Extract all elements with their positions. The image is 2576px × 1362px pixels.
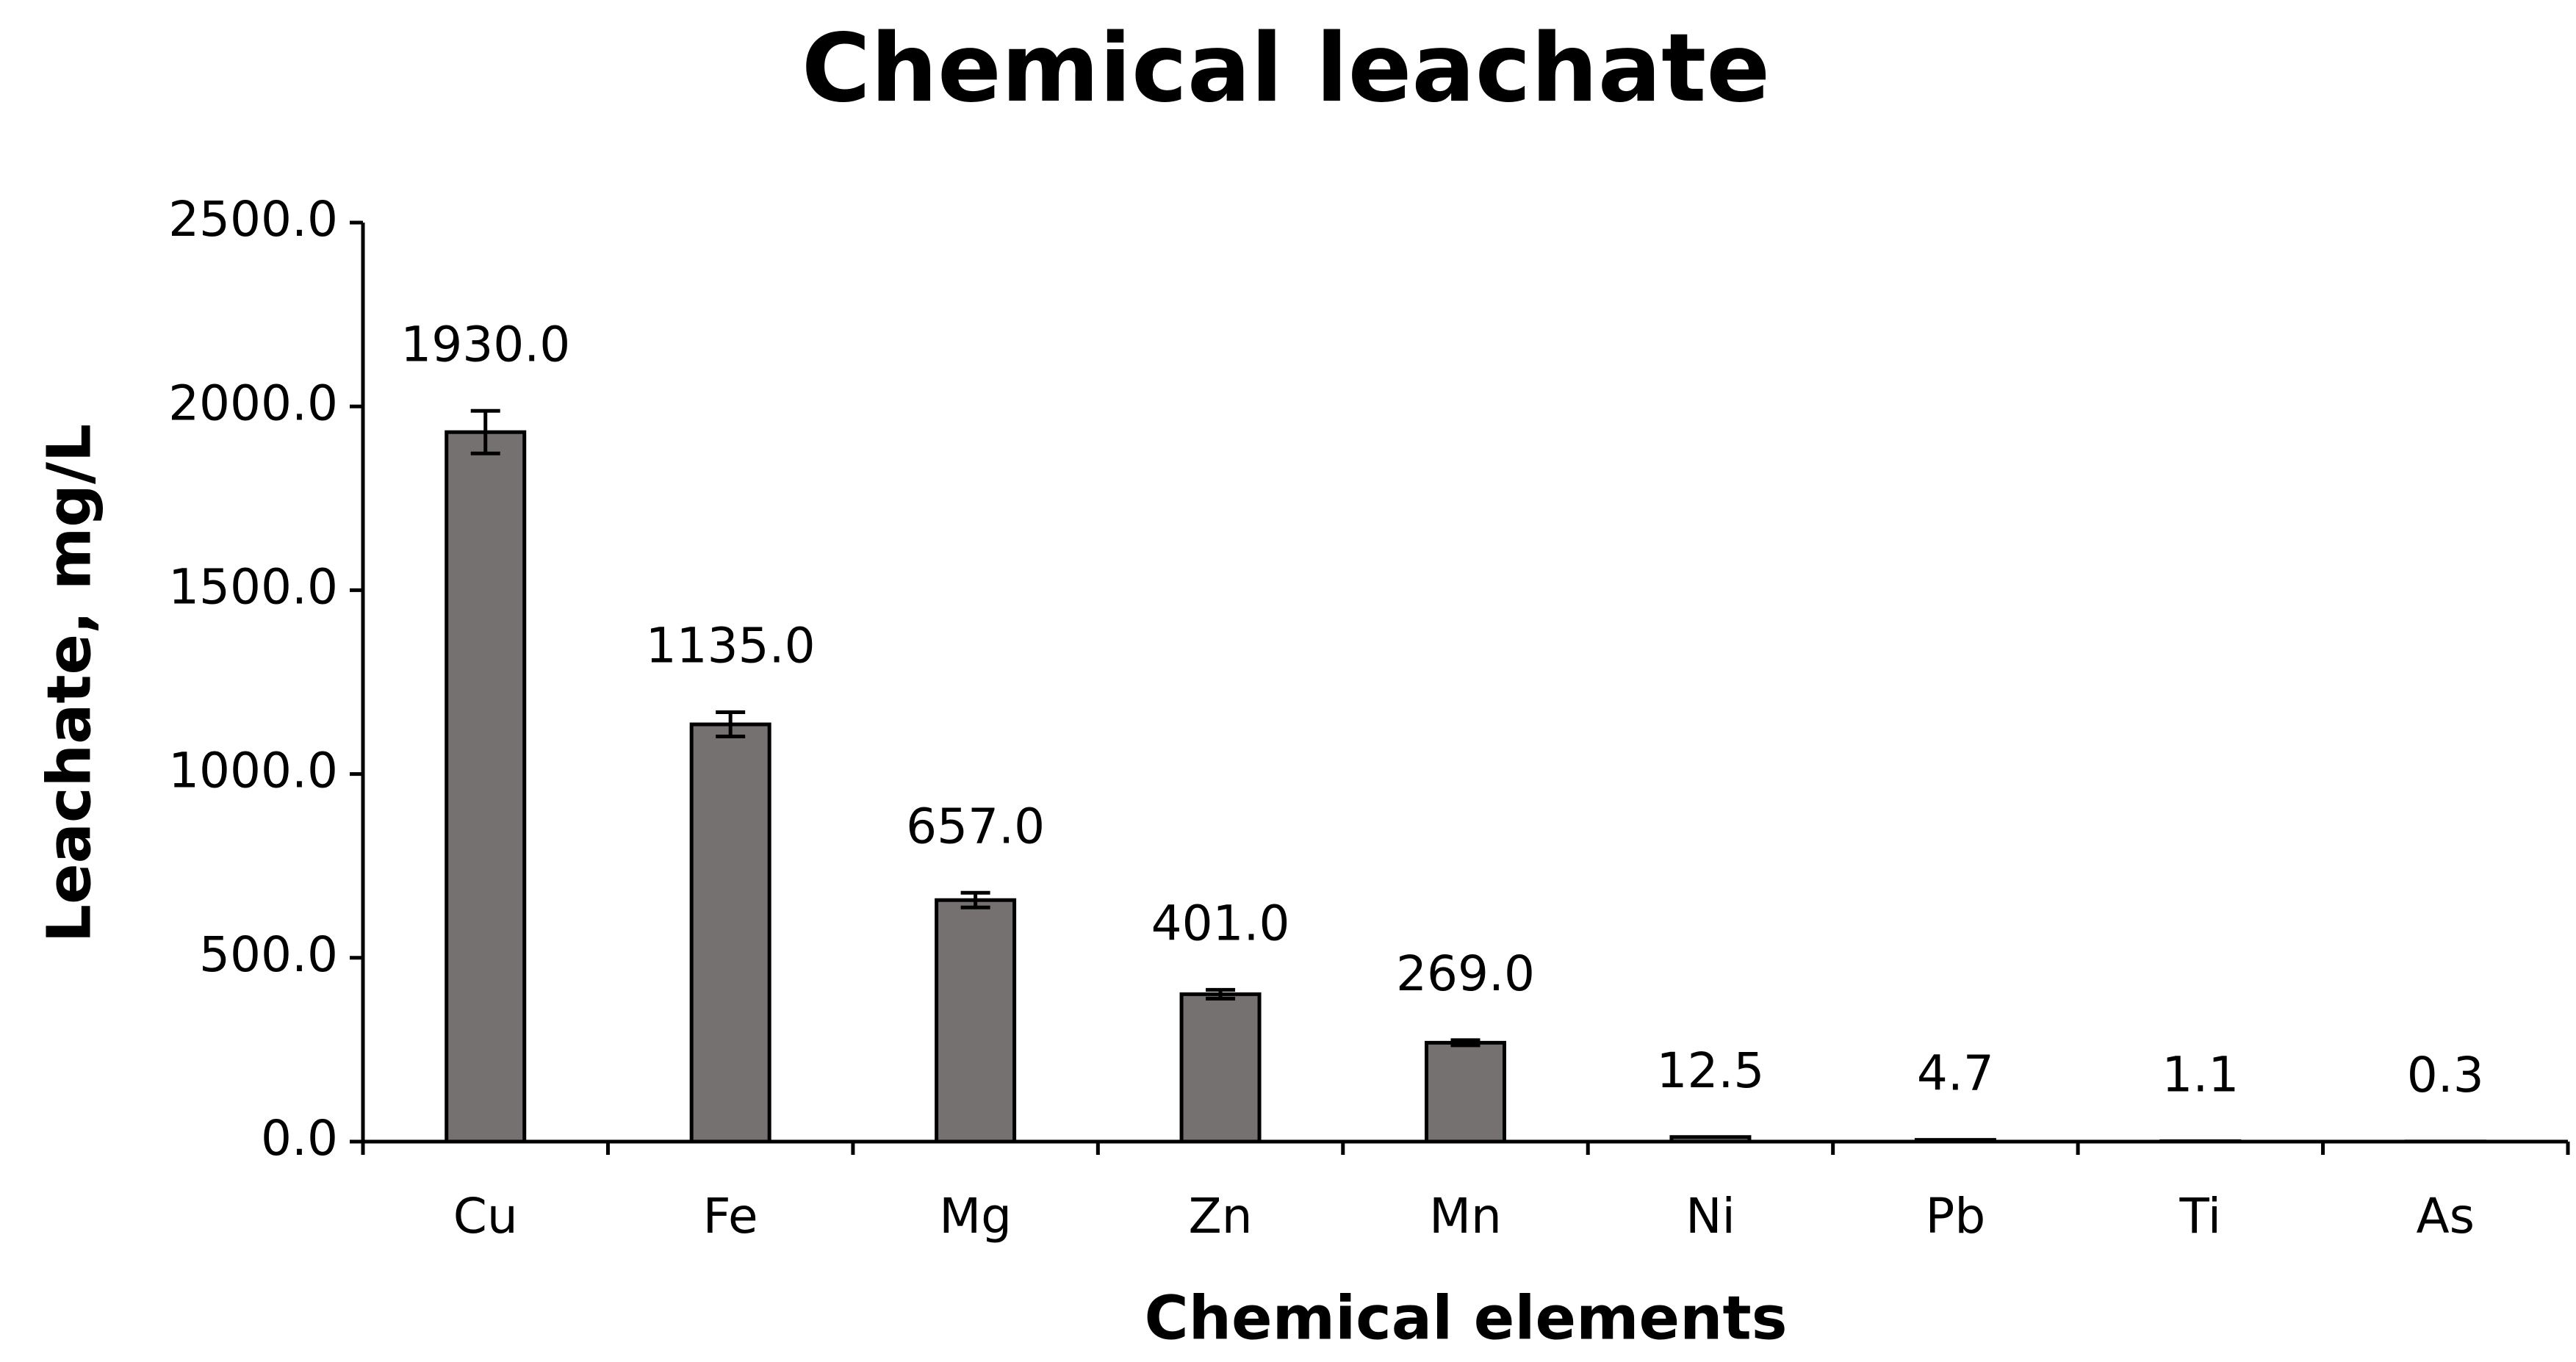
y-tick-label: 1500.0: [168, 558, 338, 615]
value-label: 1.1: [2162, 1047, 2239, 1103]
y-tick-label: 500.0: [199, 926, 338, 983]
bar: [935, 898, 1017, 1144]
value-label: 1930.0: [400, 316, 570, 372]
bar: [689, 722, 771, 1144]
bar: [1914, 1138, 1996, 1144]
y-tick-label: 2000.0: [168, 375, 338, 431]
x-tick-label: Pb: [1926, 1188, 1986, 1244]
value-label: 401.0: [1151, 895, 1290, 951]
value-label: 1135.0: [646, 618, 816, 674]
bar: [1425, 1040, 1506, 1144]
error-bar: [716, 710, 746, 739]
x-tick-label: Mg: [939, 1188, 1012, 1244]
error-bar: [960, 890, 990, 909]
x-tick-label: Cu: [453, 1188, 518, 1244]
y-tick-label: 1000.0: [168, 743, 338, 799]
x-tick-label: Zn: [1189, 1188, 1253, 1244]
y-tick-label: 0.0: [261, 1110, 338, 1167]
x-tick-label: Ni: [1685, 1188, 1735, 1244]
error-bar: [470, 408, 500, 455]
x-tick-label: Fe: [703, 1188, 758, 1244]
value-label: 0.3: [2407, 1047, 2484, 1103]
value-label: 12.5: [1656, 1042, 1764, 1099]
error-bar: [1450, 1038, 1481, 1048]
value-label: 657.0: [906, 798, 1045, 854]
error-bar: [1206, 987, 1236, 1001]
chart-title: Chemical leachate: [802, 14, 1770, 123]
x-tick-label: Ti: [2179, 1188, 2222, 1244]
bar: [1669, 1135, 1752, 1144]
y-tick-label: 2500.0: [168, 191, 338, 248]
bar: [2159, 1139, 2242, 1144]
y-axis-label: Leachate, mg/L: [35, 424, 104, 943]
x-tick-label: Mn: [1429, 1188, 1502, 1244]
value-label: 4.7: [1917, 1045, 1994, 1102]
value-label: 269.0: [1396, 945, 1535, 1002]
bar: [1179, 992, 1262, 1144]
x-tick-label: As: [2417, 1188, 2475, 1244]
bar: [445, 430, 527, 1144]
x-axis-label: Chemical elements: [1144, 1283, 1787, 1353]
